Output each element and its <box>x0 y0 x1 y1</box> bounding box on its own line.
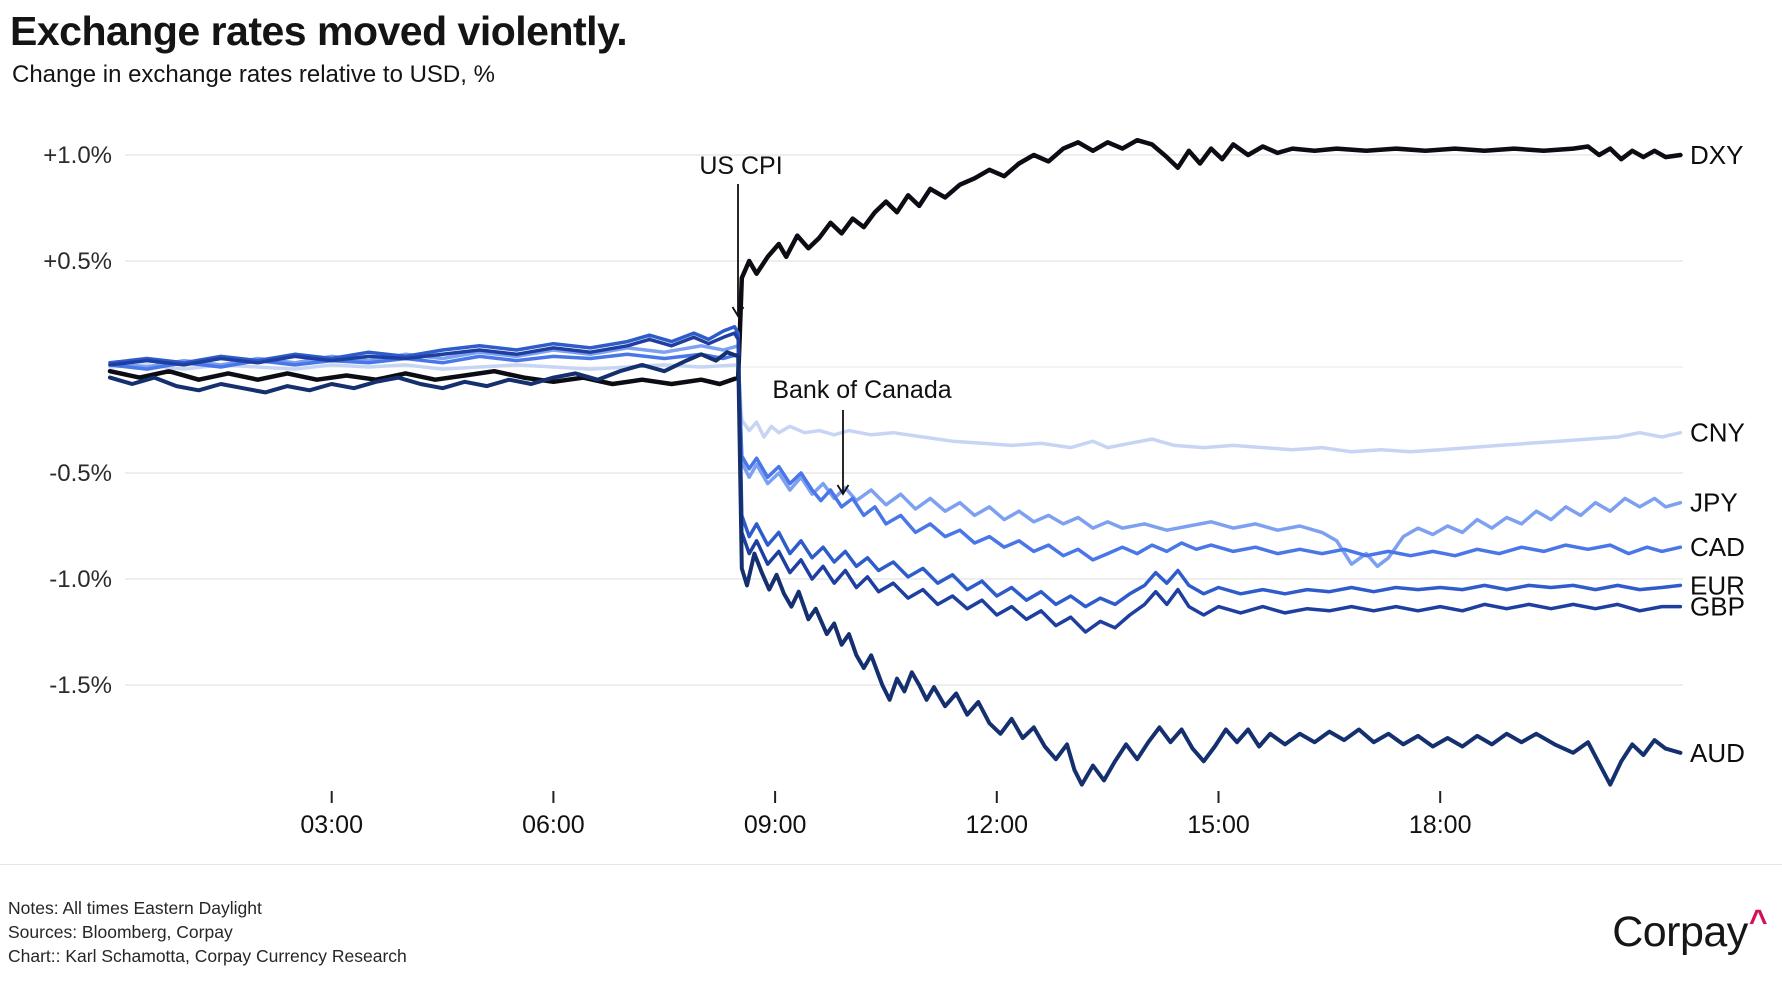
series-line-cny <box>108 363 1683 454</box>
footer-notes: Notes: All times Eastern Daylight <box>8 898 262 918</box>
corpay-logo-caret-icon: ^ <box>1748 903 1768 939</box>
series-line-jpy <box>108 344 1683 569</box>
x-axis-label: 12:00 <box>966 811 1029 839</box>
annotation-bank-of-canada-label: Bank of Canada <box>772 376 951 404</box>
series-line-aud <box>108 350 1683 787</box>
series-line-dxy <box>107 137 1683 387</box>
y-axis-label: -1.0% <box>49 566 112 593</box>
series-line-cad <box>108 352 1683 562</box>
x-axis-label: 15:00 <box>1187 811 1250 839</box>
series-label-cny: CNY <box>1690 418 1745 448</box>
series-label-gbp: GBP <box>1690 592 1745 622</box>
footer-notes-block: Notes: All times Eastern Daylight Source… <box>8 896 407 968</box>
x-axis-label: 03:00 <box>300 811 363 839</box>
chart-svg: +1.0% +0.5% -0.5% -1.0% -1.5% 03:00 06:00 09:00… <box>43 137 1745 839</box>
x-axis-label: 18:00 <box>1409 811 1472 839</box>
series-label-dxy: DXY <box>1690 140 1743 170</box>
y-axis-label: -1.5% <box>49 672 112 699</box>
series-label-jpy: JPY <box>1690 488 1738 518</box>
annotation-us-cpi-arrowhead-icon <box>731 306 745 318</box>
annotation-us-cpi-label: US CPI <box>699 152 782 180</box>
page-subtitle: Change in exchange rates relative to USD… <box>12 61 495 88</box>
y-axis-label: +0.5% <box>43 248 112 275</box>
x-axis-label: 09:00 <box>744 811 807 839</box>
series-label-eur: EUR <box>1690 570 1745 600</box>
series-line-eur <box>108 324 1683 609</box>
y-axis-label: +1.0% <box>43 142 112 169</box>
x-axis-label: 06:00 <box>522 811 585 839</box>
footer-sources: Sources: Bloomberg, Corpay <box>8 922 233 942</box>
page-title: Exchange rates moved violently. <box>10 8 628 54</box>
corpay-logo-text: Corpay <box>1612 908 1748 956</box>
footer-divider <box>0 864 1782 865</box>
corpay-logo: Corpay^ <box>1612 903 1767 957</box>
series-label-cad: CAD <box>1690 532 1745 562</box>
series-line-gbp <box>108 331 1683 634</box>
series-label-aud: AUD <box>1690 738 1745 768</box>
annotation-bank-of-canada-arrowhead-icon <box>836 484 850 496</box>
footer-credit: Chart:: Karl Schamotta, Corpay Currency … <box>8 946 407 966</box>
y-axis-label: -0.5% <box>49 460 112 487</box>
